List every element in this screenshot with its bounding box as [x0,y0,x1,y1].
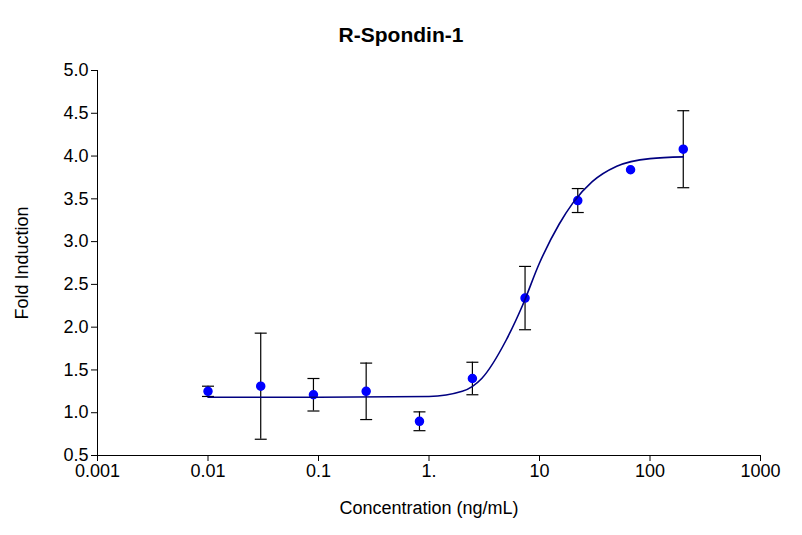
svg-text:0.1: 0.1 [306,461,331,481]
svg-text:0.01: 0.01 [190,461,225,481]
svg-text:1.5: 1.5 [63,360,88,380]
svg-text:4.0: 4.0 [63,146,88,166]
svg-text:1.0: 1.0 [63,402,88,422]
svg-text:5.0: 5.0 [63,60,88,80]
svg-text:0.5: 0.5 [63,445,89,466]
svg-text:0.001: 0.001 [75,461,120,481]
svg-text:100: 100 [635,461,665,481]
svg-text:2.5: 2.5 [63,274,88,294]
svg-text:1000: 1000 [740,461,780,481]
svg-text:1.: 1. [421,461,436,481]
svg-text:3.5: 3.5 [63,189,88,209]
svg-text:Fold Induction: Fold Induction [12,206,32,319]
svg-text:10: 10 [529,461,549,481]
svg-text:4.5: 4.5 [63,103,88,123]
svg-text:2.0: 2.0 [63,317,88,337]
html-text:R-Spondin-1: R-Spondin-1 [338,23,464,46]
svg-text:3.0: 3.0 [63,231,88,251]
svg-text:Concentration (ng/mL): Concentration (ng/mL) [339,498,518,518]
